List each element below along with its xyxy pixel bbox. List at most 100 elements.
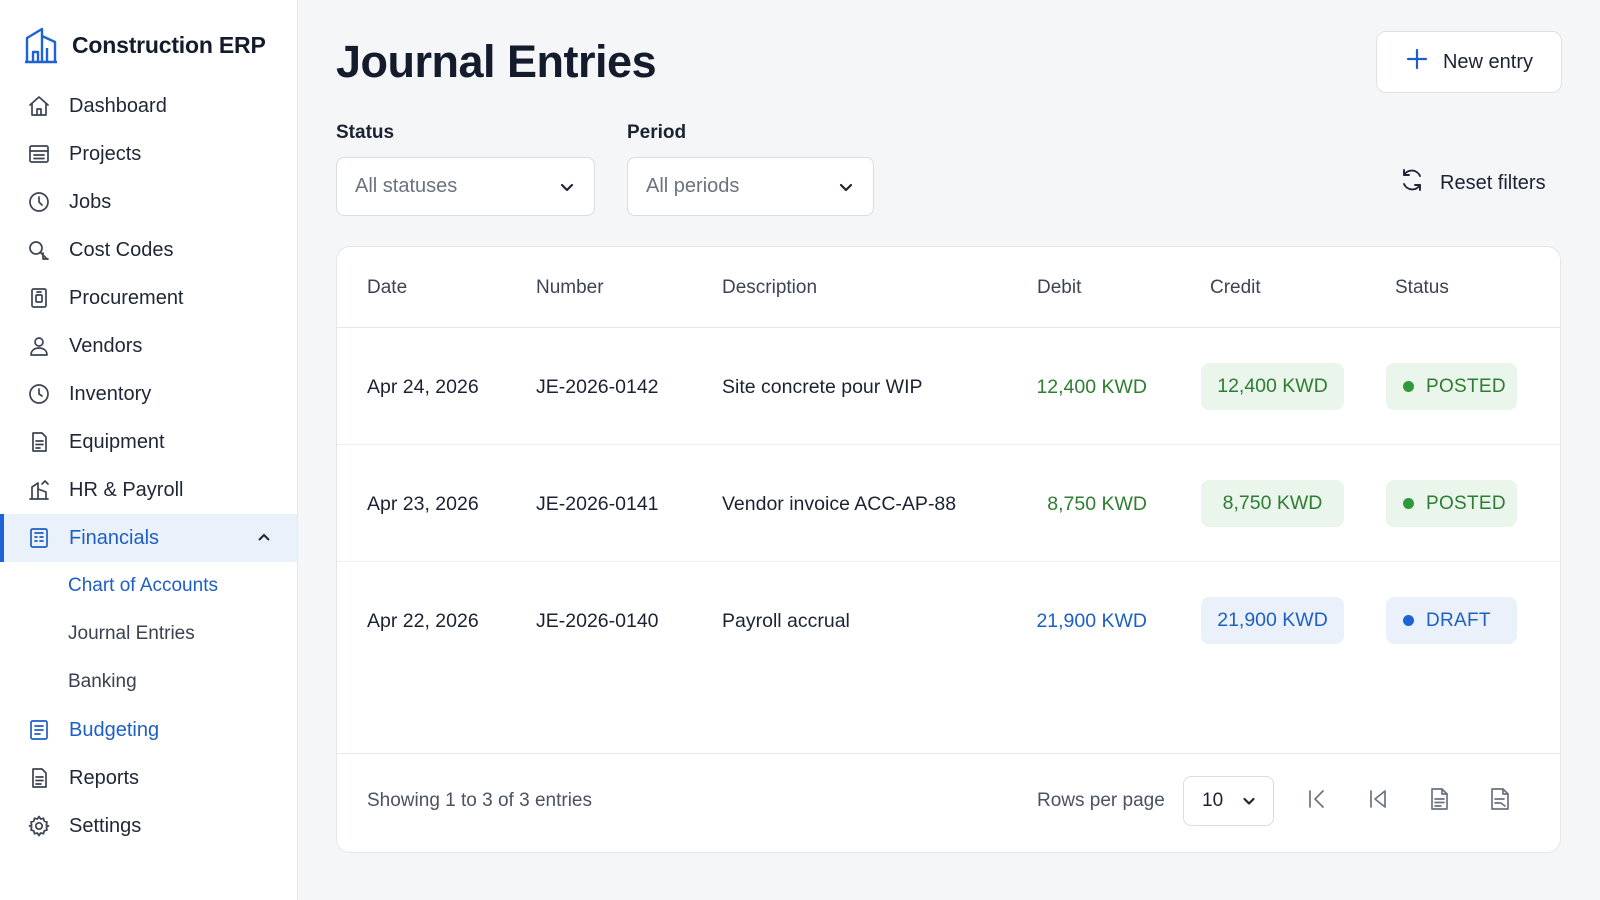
status-filter-value: All statuses	[355, 175, 458, 197]
status-badge-label: DRAFT	[1426, 609, 1491, 631]
sidebar-item-label: Reports	[69, 766, 140, 789]
period-filter-label: Period	[627, 122, 687, 143]
rows-per-page-value: 10	[1202, 790, 1224, 811]
sidebar-item-hr-payroll[interactable]: HR & Payroll	[0, 466, 297, 514]
reset-filters-label: Reset filters	[1440, 171, 1546, 194]
period-filter-value: All periods	[646, 175, 740, 197]
gear-icon	[26, 813, 52, 839]
column-header-debit[interactable]: Debit	[1037, 277, 1082, 298]
first-page-button[interactable]	[1300, 784, 1334, 818]
first-page-icon	[1304, 786, 1330, 817]
row-description: Payroll accrual	[722, 610, 850, 632]
row-number[interactable]: JE-2026-0142	[536, 376, 659, 398]
table-row[interactable]: Apr 23, 2026 JE-2026-0141 Vendor invoice…	[337, 445, 1560, 562]
status-filter-select[interactable]: All statuses	[336, 157, 595, 216]
status-badge: POSTED	[1386, 480, 1517, 527]
table-row[interactable]: Apr 24, 2026 JE-2026-0142 Site concrete …	[337, 328, 1560, 445]
sidebar-subitem-chart-of-accounts[interactable]: Chart of Accounts	[68, 575, 218, 596]
sidebar-subitem-banking[interactable]: Banking	[68, 671, 137, 692]
row-credit: 12,400 KWD	[1201, 363, 1344, 410]
sidebar-item-financials[interactable]: Financials	[0, 514, 297, 562]
sidebar-item-reports[interactable]: Reports	[0, 754, 297, 802]
clock-icon	[26, 381, 52, 407]
row-credit: 8,750 KWD	[1201, 480, 1344, 527]
sidebar-item-label: HR & Payroll	[69, 478, 184, 501]
budgeting-icon	[26, 717, 52, 743]
table-row[interactable]: Apr 22, 2026 JE-2026-0140 Payroll accrua…	[337, 562, 1560, 679]
next-page-button[interactable]	[1422, 784, 1456, 818]
row-debit: 21,900 KWD	[1036, 610, 1147, 632]
brand[interactable]: Construction ERP	[0, 20, 297, 70]
chevron-down-icon	[837, 178, 855, 196]
row-description: Site concrete pour WIP	[722, 376, 923, 398]
sidebar-item-label: Budgeting	[69, 718, 160, 741]
sidebar-item-budgeting[interactable]: Budgeting	[0, 706, 297, 754]
column-header-credit[interactable]: Credit	[1210, 277, 1261, 298]
new-entry-button[interactable]: New entry	[1376, 31, 1562, 93]
period-filter-select[interactable]: All periods	[627, 157, 874, 216]
rows-per-page-label: Rows per page	[1037, 790, 1165, 811]
row-description: Vendor invoice ACC-AP-88	[722, 493, 957, 515]
status-badge-label: POSTED	[1426, 375, 1506, 397]
row-number[interactable]: JE-2026-0141	[536, 493, 659, 515]
cost-codes-icon	[26, 237, 52, 263]
chevron-down-icon	[558, 178, 576, 196]
status-badge-label: POSTED	[1426, 492, 1506, 514]
home-icon	[26, 93, 52, 119]
clock-icon	[26, 189, 52, 215]
plus-icon	[1405, 47, 1429, 77]
sidebar-item-equipment[interactable]: Equipment	[0, 418, 297, 466]
table-header: Date Number Description Debit Credit Sta…	[337, 247, 1560, 328]
building-logo-icon	[24, 25, 60, 65]
status-dot	[1403, 498, 1414, 509]
sidebar-item-jobs[interactable]: Jobs	[0, 178, 297, 226]
row-debit: 8,750 KWD	[1047, 493, 1147, 515]
row-debit: 12,400 KWD	[1036, 376, 1147, 398]
column-header-number[interactable]: Number	[536, 277, 604, 298]
row-date: Apr 24, 2026	[367, 376, 479, 398]
procurement-icon	[26, 285, 52, 311]
row-date: Apr 22, 2026	[367, 610, 479, 632]
document-icon	[1487, 786, 1513, 817]
projects-icon	[26, 141, 52, 167]
main-content: Journal Entries New entry Status All sta…	[298, 0, 1600, 900]
sidebar-subitem-journal-entries[interactable]: Journal Entries	[68, 623, 195, 644]
sidebar-item-procurement[interactable]: Procurement	[0, 274, 297, 322]
sidebar-item-dashboard[interactable]: Dashboard	[0, 82, 297, 130]
sidebar-item-vendors[interactable]: Vendors	[0, 322, 297, 370]
journal-entries-table: Date Number Description Debit Credit Sta…	[336, 246, 1561, 853]
sidebar-item-label: Financials	[69, 526, 160, 549]
previous-page-icon	[1365, 786, 1391, 817]
sidebar-item-projects[interactable]: Projects	[0, 130, 297, 178]
status-badge: POSTED	[1386, 363, 1517, 410]
reset-filters-button[interactable]: Reset filters	[1398, 166, 1546, 200]
sidebar-item-label: Equipment	[69, 430, 165, 453]
sidebar-item-inventory[interactable]: Inventory	[0, 370, 297, 418]
row-date: Apr 23, 2026	[367, 493, 479, 515]
page-title: Journal Entries	[336, 36, 657, 87]
equipment-icon	[26, 429, 52, 455]
previous-page-button[interactable]	[1361, 784, 1395, 818]
status-dot	[1403, 615, 1414, 626]
column-header-description[interactable]: Description	[722, 277, 818, 298]
status-dot	[1403, 381, 1414, 392]
sidebar-item-cost-codes[interactable]: Cost Codes	[0, 226, 297, 274]
last-page-button[interactable]	[1483, 784, 1517, 818]
column-header-date[interactable]: Date	[367, 277, 408, 298]
sidebar-item-label: Projects	[69, 142, 142, 165]
column-header-status[interactable]: Status	[1395, 277, 1449, 298]
sidebar-item-label: Inventory	[69, 382, 152, 405]
rows-per-page-select[interactable]: 10	[1183, 776, 1274, 826]
row-number[interactable]: JE-2026-0140	[536, 610, 659, 632]
reports-icon	[26, 765, 52, 791]
sidebar-item-label: Jobs	[69, 190, 112, 213]
financials-icon	[26, 525, 52, 551]
status-filter-label: Status	[336, 122, 395, 143]
pagination-summary: Showing 1 to 3 of 3 entries	[367, 790, 592, 811]
sidebar-item-settings[interactable]: Settings	[0, 802, 297, 850]
chevron-up-icon[interactable]	[255, 529, 273, 547]
user-icon	[26, 333, 52, 359]
status-badge: DRAFT	[1386, 597, 1517, 644]
payroll-icon	[26, 477, 52, 503]
